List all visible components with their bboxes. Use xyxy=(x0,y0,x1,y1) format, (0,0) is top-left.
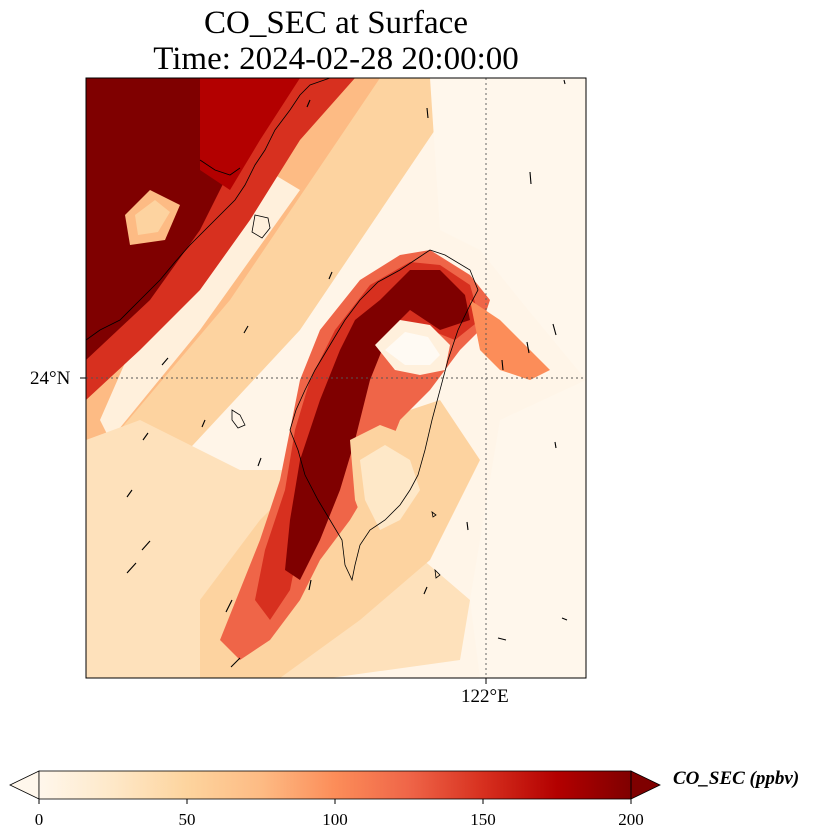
coastlines xyxy=(86,78,479,582)
colorbar-tick-label: 50 xyxy=(178,810,196,829)
latitude-gridline-label: 24°N xyxy=(30,368,71,389)
longitude-gridline-label: 122°E xyxy=(461,686,509,707)
gridlines xyxy=(86,78,586,678)
wind-vectors xyxy=(126,79,568,668)
colorbar-max-extension xyxy=(630,770,661,800)
colorbar-tick-label: 200 xyxy=(618,810,644,829)
map-time-subtitle: Time: 2024-02-28 20:00:00 xyxy=(153,41,519,77)
colorbar-gradient xyxy=(39,771,631,799)
colorbar-min-extension xyxy=(9,770,40,800)
colorbar-tick-label: 0 xyxy=(34,810,44,829)
concentration-field xyxy=(86,78,586,678)
colorbar-tick-label: 150 xyxy=(470,810,496,829)
map-panel xyxy=(80,77,587,684)
colorbar-label: CO_SEC (ppbv) xyxy=(673,768,800,789)
colorbar-tick-label: 100 xyxy=(322,810,348,829)
colorbar xyxy=(9,770,661,804)
map-title: CO_SEC at Surface xyxy=(204,5,468,41)
